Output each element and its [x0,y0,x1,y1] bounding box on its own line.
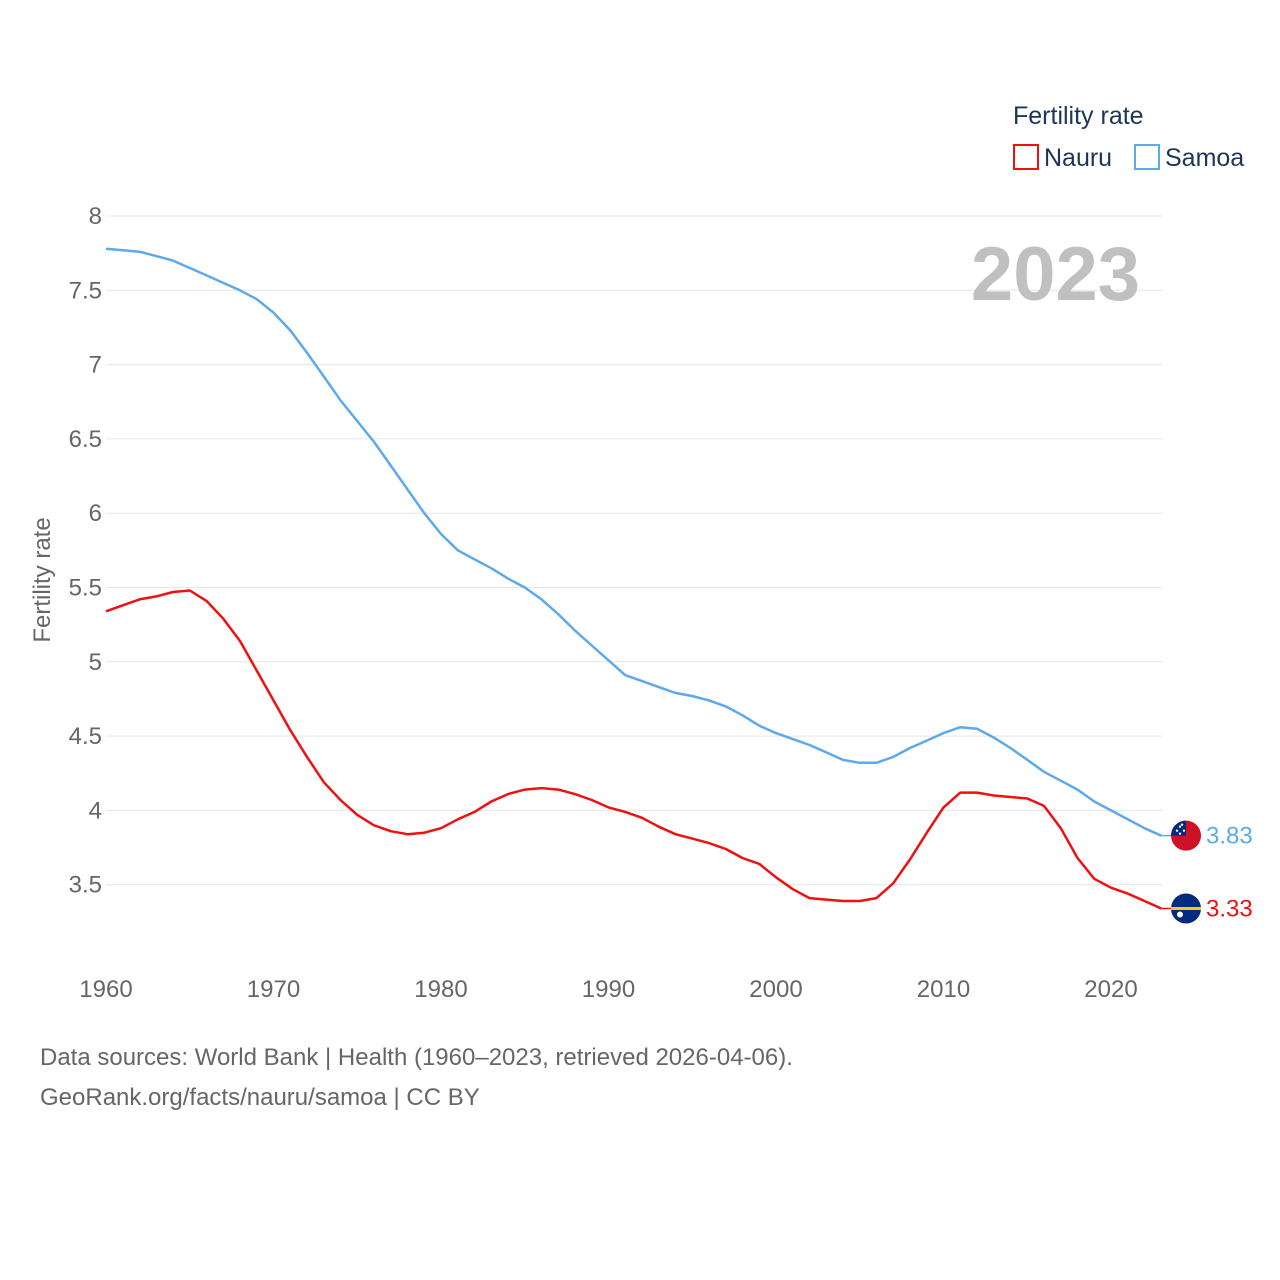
x-tick-label: 2010 [917,976,970,1003]
data-sources-text: Data sources: World Bank | Health (1960–… [40,1044,793,1071]
series-line-samoa [105,247,1162,837]
legend-title: Fertility rate [1013,102,1144,130]
nauru-flag-icon [1171,893,1201,924]
y-tick-label: 3.5 [69,872,102,899]
samoa-flag-icon [1171,820,1201,851]
x-tick-label: 1970 [247,976,300,1003]
legend: Fertility rate Nauru Samoa [1013,102,1244,172]
end-value-nauru: 3.33 [1206,895,1253,922]
y-axis-label: Fertility rate [29,517,56,642]
end-value-samoa: 3.83 [1206,823,1253,850]
x-tick-label: 2000 [749,976,802,1003]
series-end-markers: 3.33 3.83 [1161,820,1253,924]
legend-swatch [1134,144,1160,170]
legend-swatch [1013,144,1039,170]
legend-item-nauru: Nauru [1013,144,1112,172]
legend-label: Samoa [1165,144,1244,172]
x-tick-label: 1980 [414,976,467,1003]
x-tick-label: 2020 [1084,976,1137,1003]
series-lines [105,247,1162,910]
legend-label: Nauru [1044,144,1112,172]
y-axis-ticks: 3.5 4 4.5 5 5.5 6 6.5 7 7.5 8 [69,203,102,899]
y-tick-label: 7.5 [69,277,102,304]
current-year-label: 2023 [971,232,1140,317]
legend-items: Nauru Samoa [1013,144,1244,172]
y-tick-label: 6 [89,500,102,527]
x-axis-ticks: 1960 1970 1980 1990 2000 2010 2020 [79,976,1137,1003]
gridlines [106,215,1162,886]
x-tick-label: 1990 [582,976,635,1003]
y-tick-label: 5 [89,649,102,676]
y-tick-label: 4 [89,797,102,824]
y-tick-label: 6.5 [69,426,102,453]
y-tick-label: 4.5 [69,723,102,750]
line-chart: 3.5 4 4.5 5 5.5 6 6.5 7 7.5 8 1960 1970 1980 1990 200… [29,102,1253,1003]
y-tick-label: 8 [89,203,102,230]
x-tick-label: 1960 [79,976,132,1003]
y-tick-label: 7 [89,352,102,379]
y-tick-label: 5.5 [69,575,102,602]
legend-item-samoa: Samoa [1134,144,1244,172]
credit-text: GeoRank.org/facts/nauru/samoa | CC BY [40,1084,480,1111]
series-line-nauru [105,589,1162,910]
